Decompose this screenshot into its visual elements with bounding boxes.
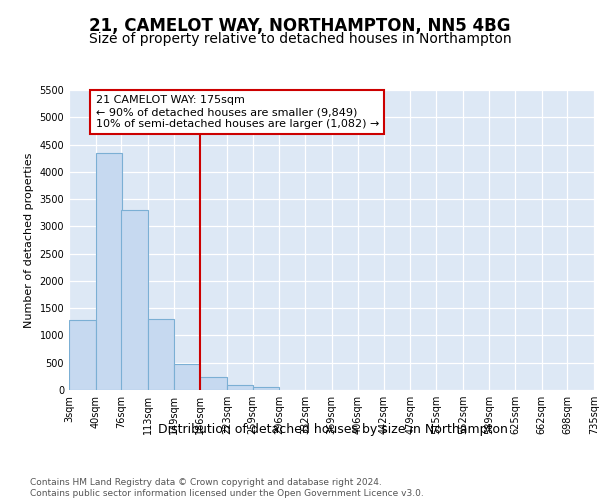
Y-axis label: Number of detached properties: Number of detached properties	[24, 152, 34, 328]
Bar	[253, 386, 279, 390]
Bar	[174, 364, 200, 390]
Bar	[121, 210, 148, 390]
Bar	[95, 152, 122, 390]
Text: 21 CAMELOT WAY: 175sqm
← 90% of detached houses are smaller (9,849)
10% of semi-: 21 CAMELOT WAY: 175sqm ← 90% of detached…	[95, 96, 379, 128]
Bar	[69, 320, 95, 390]
Bar	[148, 319, 175, 390]
Bar	[200, 378, 227, 390]
Text: Contains HM Land Registry data © Crown copyright and database right 2024.
Contai: Contains HM Land Registry data © Crown c…	[30, 478, 424, 498]
Bar	[227, 384, 253, 390]
Text: 21, CAMELOT WAY, NORTHAMPTON, NN5 4BG: 21, CAMELOT WAY, NORTHAMPTON, NN5 4BG	[89, 18, 511, 36]
Text: Distribution of detached houses by size in Northampton: Distribution of detached houses by size …	[158, 422, 508, 436]
Text: Size of property relative to detached houses in Northampton: Size of property relative to detached ho…	[89, 32, 511, 46]
